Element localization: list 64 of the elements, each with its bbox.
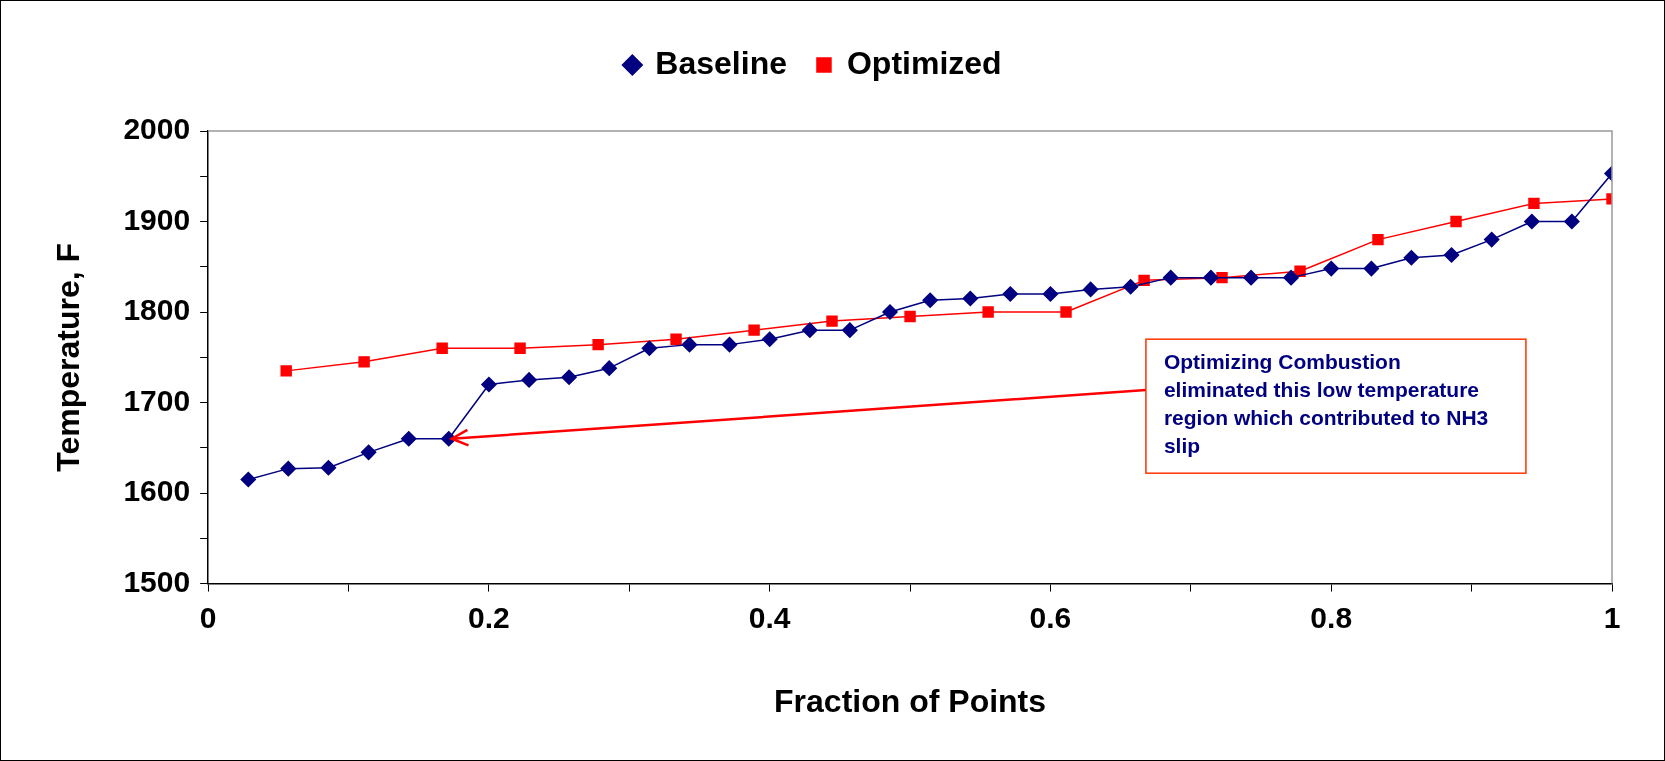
point: [360, 444, 377, 461]
y-tick-label: 2000: [123, 112, 191, 146]
point: [521, 372, 537, 388]
point: [1372, 233, 1384, 246]
x-tick-label: 1: [1603, 600, 1621, 634]
point: [436, 342, 448, 354]
point: [320, 459, 337, 476]
y-tick-label: 1600: [123, 474, 191, 508]
x-tick-label: 0.4: [748, 600, 791, 634]
point: [401, 431, 417, 447]
point: [240, 471, 257, 488]
point: [641, 340, 658, 356]
point: [1082, 281, 1099, 298]
point: [1163, 269, 1179, 286]
x-tick-label: 0.6: [1029, 600, 1072, 634]
point: [1042, 286, 1059, 302]
point: [1203, 269, 1219, 286]
y-tick-label: 1900: [123, 202, 191, 236]
point: [514, 342, 526, 354]
point: [280, 460, 297, 477]
point: [1483, 231, 1500, 248]
point: [681, 336, 698, 353]
point: [561, 369, 577, 385]
x-tick-label: 0.8: [1310, 600, 1353, 634]
y-tick-label: 1800: [123, 293, 191, 327]
point: [1403, 249, 1420, 266]
point: [982, 306, 994, 318]
point: [1450, 215, 1462, 228]
annotation: Optimizing Combustion eliminated this low temperature region which contributed to NH3 slip: [1163, 350, 1489, 458]
point: [904, 310, 916, 323]
legend-label: Optimized: [846, 44, 1002, 81]
point: [1002, 286, 1019, 302]
x-tick-label: 0.2: [468, 600, 510, 634]
x-tick-label: 0: [199, 600, 217, 634]
point: [748, 324, 760, 336]
point: [481, 376, 497, 393]
point: [721, 336, 738, 353]
point: [826, 315, 838, 327]
point: [1122, 278, 1139, 295]
y-axis-title: Temperature, F: [50, 242, 87, 472]
point: [280, 365, 292, 377]
point: [1528, 197, 1540, 210]
point: [1524, 213, 1540, 230]
point: [1323, 260, 1339, 277]
point: [962, 290, 979, 307]
y-tick-label: 1500: [123, 564, 191, 598]
point: [1443, 247, 1460, 263]
point: [1283, 269, 1299, 286]
point: [1564, 213, 1580, 230]
y-tick-label: 1700: [123, 383, 191, 417]
point: [802, 322, 818, 338]
point: [1363, 260, 1380, 277]
point: [601, 360, 617, 376]
point: [1243, 269, 1259, 286]
x-axis-title: Fraction of Points: [774, 682, 1047, 719]
point: [842, 322, 858, 338]
point: [670, 333, 682, 345]
point: [1060, 306, 1072, 318]
point: [882, 304, 898, 320]
point: [592, 338, 604, 351]
point: [761, 331, 778, 347]
point: [358, 356, 370, 368]
legend-label: Baseline: [655, 44, 787, 81]
point: [922, 292, 938, 309]
